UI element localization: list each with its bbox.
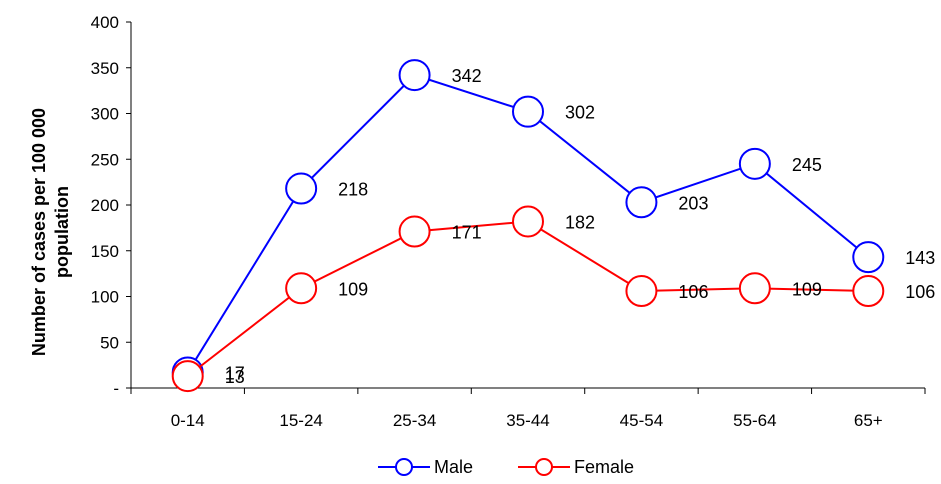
female-point bbox=[852, 275, 885, 308]
x-tick-label: 35-44 bbox=[506, 411, 549, 430]
female-point bbox=[285, 272, 318, 305]
male-data-label: 17 bbox=[225, 363, 245, 383]
female-series: 13 109 171 182 106 109 106 bbox=[171, 205, 935, 393]
y-tick-label: 150 bbox=[91, 242, 119, 261]
female-point bbox=[738, 272, 771, 305]
y-axis-title-line-1: Number of cases per 100 000 bbox=[29, 108, 49, 356]
female-data-label: 109 bbox=[338, 279, 368, 299]
legend-female-label: Female bbox=[574, 457, 634, 477]
male-data-label: 302 bbox=[565, 103, 595, 123]
female-data-label: 106 bbox=[905, 282, 935, 302]
female-data-label: 109 bbox=[792, 279, 822, 299]
legend-female-marker bbox=[535, 458, 553, 476]
male-point bbox=[852, 241, 885, 274]
y-tick-label: 50 bbox=[100, 333, 119, 352]
female-data-label: 13 bbox=[225, 367, 245, 387]
x-tick-label: 25-34 bbox=[393, 411, 436, 430]
y-tick-label: 300 bbox=[91, 105, 119, 124]
male-point bbox=[738, 147, 771, 180]
y-tick-label: 350 bbox=[91, 59, 119, 78]
y-tick-label: 400 bbox=[91, 13, 119, 32]
x-tick-label: 15-24 bbox=[279, 411, 322, 430]
male-point bbox=[625, 186, 658, 219]
female-data-label: 106 bbox=[678, 282, 708, 302]
y-axis-title-line-2: population bbox=[52, 186, 72, 278]
male-data-label: 218 bbox=[338, 180, 368, 200]
male-data-label: 203 bbox=[678, 193, 708, 213]
y-tick-label: 100 bbox=[91, 288, 119, 307]
x-tick-label: 45-54 bbox=[620, 411, 663, 430]
female-point bbox=[512, 205, 544, 238]
legend-male-marker bbox=[395, 458, 413, 476]
y-tick-label: - bbox=[113, 379, 119, 398]
x-tick-label: 55-64 bbox=[733, 411, 776, 430]
female-point bbox=[398, 215, 431, 248]
axes: - 50 100 150 200 250 300 350 400 0-14 15-24 25-34 35… bbox=[91, 13, 926, 430]
legend-male-label: Male bbox=[434, 457, 473, 477]
female-data-label: 171 bbox=[452, 223, 482, 243]
male-data-label: 245 bbox=[792, 155, 822, 175]
male-point bbox=[512, 95, 544, 128]
male-point bbox=[285, 172, 318, 205]
male-series: 17 218 342 302 203 245 143 bbox=[171, 59, 935, 389]
male-point bbox=[398, 59, 431, 92]
y-tick-label: 200 bbox=[91, 196, 119, 215]
male-data-label: 342 bbox=[452, 66, 482, 86]
male-data-label: 143 bbox=[905, 248, 935, 268]
female-point bbox=[171, 360, 204, 393]
legend: Male Female bbox=[378, 457, 634, 477]
y-axis-title: Number of cases per 100 000 population bbox=[29, 108, 72, 356]
female-data-label: 182 bbox=[565, 212, 595, 232]
x-tick-label: 0-14 bbox=[171, 411, 205, 430]
y-tick-label: 250 bbox=[91, 150, 119, 169]
series-layer: 17 218 342 302 203 245 143 13 109 171 182 106 109 106 bbox=[171, 59, 935, 393]
female-point bbox=[625, 275, 658, 308]
x-tick-label: 65+ bbox=[854, 411, 883, 430]
